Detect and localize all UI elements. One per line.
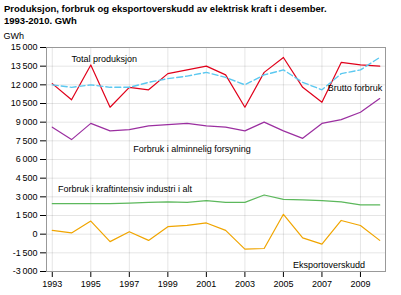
svg-text:-3 000: -3 000 — [13, 266, 38, 276]
html-text:Produksjon, forbruk og eksport: Produksjon, forbruk og eksportoverskudd … — [4, 3, 327, 14]
svg-text:6 000: 6 000 — [16, 154, 38, 164]
svg-text:Total produksjon: Total produksjon — [72, 54, 138, 64]
svg-text:1993: 1993 — [42, 279, 62, 289]
svg-text:2003: 2003 — [235, 279, 255, 289]
svg-text:13 500: 13 500 — [11, 61, 38, 71]
svg-text:12 000: 12 000 — [11, 80, 38, 90]
svg-text:Eksportoverskudd: Eksportoverskudd — [293, 260, 365, 270]
svg-text:7 500: 7 500 — [16, 136, 38, 146]
svg-text:3 000: 3 000 — [16, 192, 38, 202]
svg-text:GWh: GWh — [4, 31, 25, 41]
svg-text:4 500: 4 500 — [16, 173, 38, 183]
svg-text:0: 0 — [32, 229, 37, 239]
svg-text:2005: 2005 — [273, 279, 293, 289]
html-text:1993-2010. GWh: 1993-2010. GWh — [4, 15, 77, 26]
svg-text:-1 500: -1 500 — [13, 248, 38, 258]
svg-text:9 000: 9 000 — [16, 117, 38, 127]
svg-text:Forbruk i alminnelig forsyning: Forbruk i alminnelig forsyning — [133, 144, 251, 154]
svg-text:2009: 2009 — [350, 279, 370, 289]
svg-text:Forbruk i kraftintensiv indust: Forbruk i kraftintensiv industri i alt — [58, 184, 193, 194]
svg-text:1 500: 1 500 — [16, 210, 38, 220]
svg-text:1999: 1999 — [158, 279, 178, 289]
svg-text:Brutto forbruk: Brutto forbruk — [328, 83, 383, 93]
svg-text:1997: 1997 — [119, 279, 139, 289]
svg-text:2007: 2007 — [312, 279, 332, 289]
svg-text:2001: 2001 — [196, 279, 216, 289]
svg-text:10 500: 10 500 — [11, 98, 38, 108]
svg-text:15 000: 15 000 — [11, 42, 38, 52]
svg-text:1995: 1995 — [81, 279, 101, 289]
